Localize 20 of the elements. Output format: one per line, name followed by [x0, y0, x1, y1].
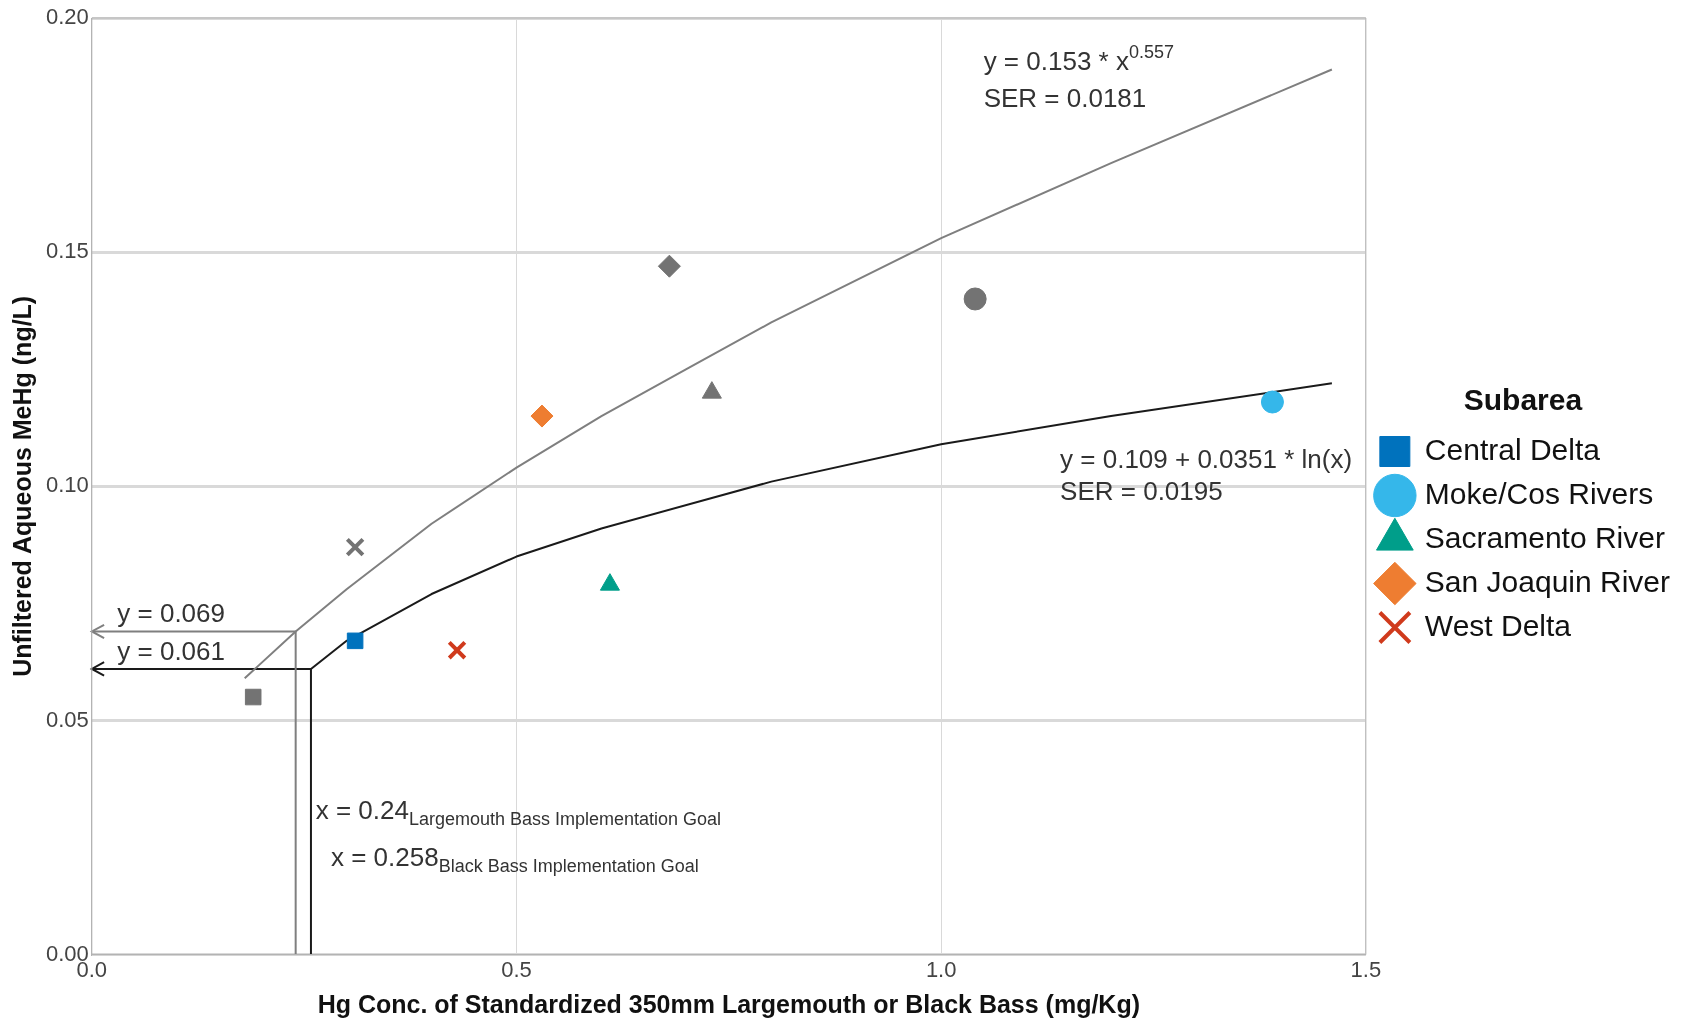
x-tick-label: 1.0 — [925, 956, 957, 982]
annotation: SER = 0.0181 — [983, 82, 1147, 113]
legend-label: West Delta — [1424, 608, 1572, 642]
y-tick-label: 0.20 — [45, 4, 89, 30]
legend-title: Subarea — [1463, 382, 1583, 416]
annotation: y = 0.109 + 0.0351 * ln(x) — [1060, 443, 1353, 474]
y-tick-label: 0.15 — [45, 238, 89, 264]
legend-label: Sacramento River — [1424, 520, 1665, 554]
legend-label: Moke/Cos Rivers — [1424, 476, 1654, 510]
x-tick-label: 0.5 — [501, 956, 532, 982]
x-tick-label: 1.5 — [1350, 956, 1382, 982]
annotation: y = 0.069 — [117, 598, 225, 629]
annotation: y = 0.061 — [117, 635, 225, 666]
x-axis-title: Hg Conc. of Standardized 350mm Largemouth or Black Bass (mg/Kg) — [317, 989, 1141, 1018]
y-tick-label: 0.05 — [45, 706, 89, 732]
y-tick-label: 0.10 — [45, 472, 89, 498]
y-axis-title: Unfiltered Aqueous MeHg (ng/L) — [7, 295, 36, 677]
legend-label: San Joaquin River — [1424, 564, 1671, 598]
annotation: SER = 0.0195 — [1060, 476, 1223, 507]
legend-label: Central Delta — [1424, 432, 1601, 466]
